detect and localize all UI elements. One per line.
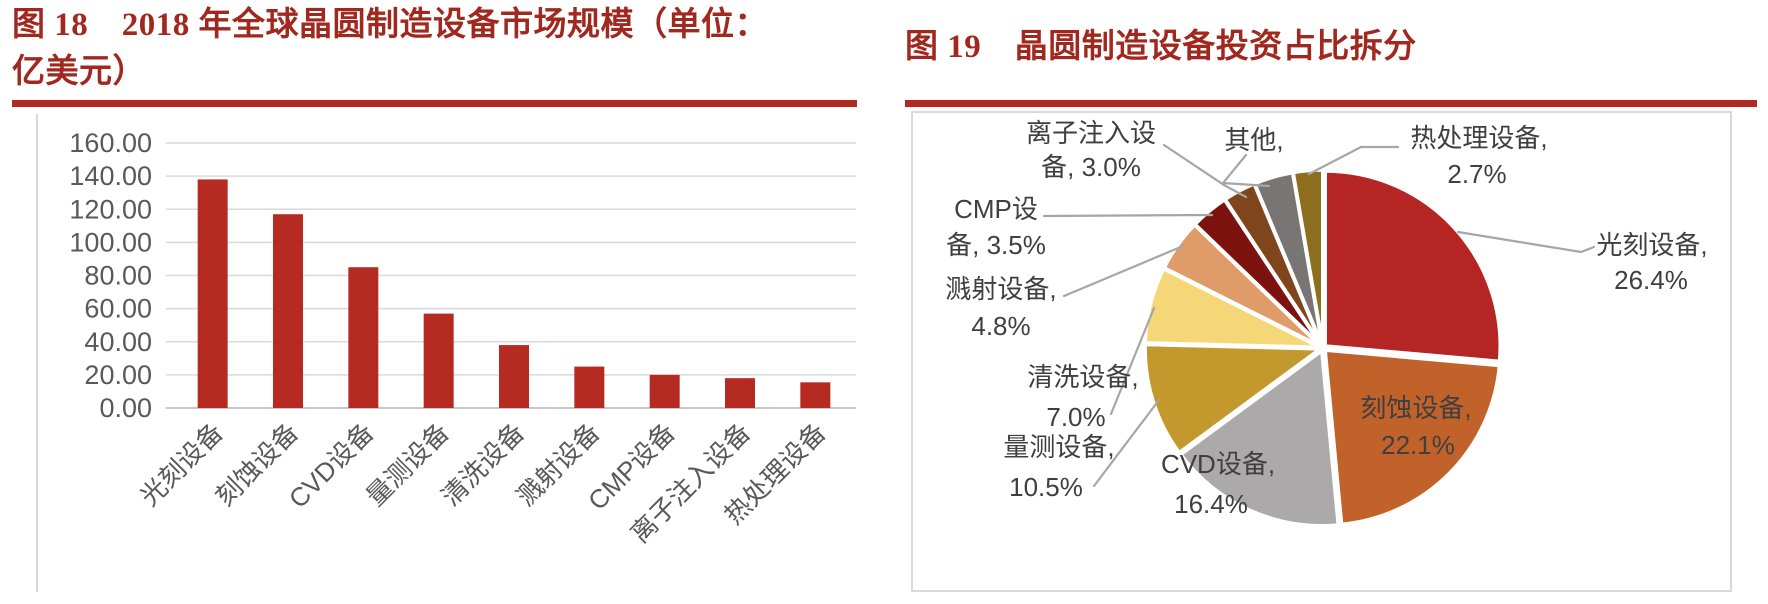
pie-label-离子注入设备-line1: 离子注入设 <box>1026 118 1156 148</box>
pie-label-溅射设备-line2: 4.8% <box>971 311 1030 341</box>
leader-line-清洗设备 <box>1109 306 1156 416</box>
pie-label-其他-line1: 其他, <box>1224 125 1283 155</box>
fig19-pie-chart: 光刻设备, 26.4% 刻蚀设备, 22.1% CVD设备, 16.4% 量测设备, 10.5… <box>945 118 1708 528</box>
bar-热处理设备 <box>800 382 831 408</box>
leader-line-光刻设备 <box>1456 230 1596 254</box>
y-tick-label: 120.00 <box>69 194 152 224</box>
bar-清洗设备 <box>499 345 529 408</box>
pie-label-清洗设备-line2: 7.0% <box>1046 402 1105 432</box>
leader-line-量测设备 <box>1092 398 1161 488</box>
pie-slice-CVD设备 <box>1179 348 1340 528</box>
bar-离子注入设备 <box>725 378 755 408</box>
bar-光刻设备 <box>197 179 228 408</box>
leader-line-溅射设备 <box>1062 244 1185 298</box>
fig19-chart-panel: 光刻设备, 26.4% 刻蚀设备, 22.1% CVD设备, 16.4% 量测设备, 10.5… <box>911 111 1732 592</box>
fig19-title-rule <box>905 100 1757 107</box>
bar-量测设备 <box>423 313 454 408</box>
y-tick-label: 100.00 <box>69 227 152 257</box>
pie-slice-量测设备 <box>1143 342 1322 455</box>
pie-label-CMP设备-line1: CMP设 <box>954 194 1038 224</box>
pie-label-光刻设备-line2: 26.4% <box>1614 265 1688 295</box>
pie-label-热处理设备-line1: 热处理设备, <box>1410 123 1547 153</box>
y-tick-label: 20.00 <box>84 360 152 390</box>
bar-溅射设备 <box>574 366 605 408</box>
pie-label-刻蚀设备-line2: 22.1% <box>1381 430 1455 460</box>
leader-line-离子注入设备 <box>1162 143 1248 199</box>
pie-slice-刻蚀设备 <box>1323 348 1502 527</box>
y-tick-label: 40.00 <box>84 327 152 357</box>
pie-label-热处理设备-line2: 2.7% <box>1447 159 1506 189</box>
bar-CVD设备 <box>348 267 379 408</box>
bar-刻蚀设备 <box>273 214 303 408</box>
y-tick-label: 140.00 <box>69 161 152 191</box>
y-tick-label: 0.00 <box>99 393 152 423</box>
fig19-title: 图 19 晶圆制造设备投资占比拆分 <box>905 29 1417 65</box>
pie-label-离子注入设备-line2: 备, 3.0% <box>1041 152 1141 182</box>
y-tick-label: 80.00 <box>84 261 152 291</box>
x-label-清洗设备: 清洗设备 <box>435 417 530 512</box>
pie-label-CVD设备-line2: 16.4% <box>1174 489 1248 519</box>
leader-line-CMP设备 <box>1042 213 1214 218</box>
fig18-title-rule <box>12 100 857 107</box>
pie-label-刻蚀设备-line1: 刻蚀设备, <box>1360 393 1471 423</box>
pie-slice-光刻设备 <box>1323 169 1502 364</box>
leader-line-热处理设备 <box>1307 145 1400 176</box>
x-label-光刻设备: 光刻设备 <box>134 417 229 512</box>
pie-label-光刻设备-line1: 光刻设备, <box>1596 230 1707 260</box>
pie-slice-热处理设备 <box>1291 168 1325 347</box>
fig18-title: 图 18 2018 年全球晶圆制造设备市场规模（单位：亿美元） <box>12 7 768 90</box>
pie-label-清洗设备-line1: 清洗设备, <box>1027 362 1138 392</box>
y-tick-label: 60.00 <box>84 294 152 324</box>
bar-CMP设备 <box>649 374 680 408</box>
pie-label-CVD设备-line1: CVD设备, <box>1161 449 1275 479</box>
x-label-量测设备: 量测设备 <box>360 417 455 512</box>
pie-label-溅射设备-line1: 溅射设备, <box>945 274 1056 304</box>
pie-label-量测设备-line2: 10.5% <box>1009 472 1083 502</box>
y-tick-label: 160.00 <box>69 128 152 158</box>
pie-label-量测设备-line1: 量测设备, <box>1003 432 1114 462</box>
pie-label-CMP设备-line2: 备, 3.5% <box>946 230 1046 260</box>
leader-line-其他 <box>1220 153 1271 188</box>
